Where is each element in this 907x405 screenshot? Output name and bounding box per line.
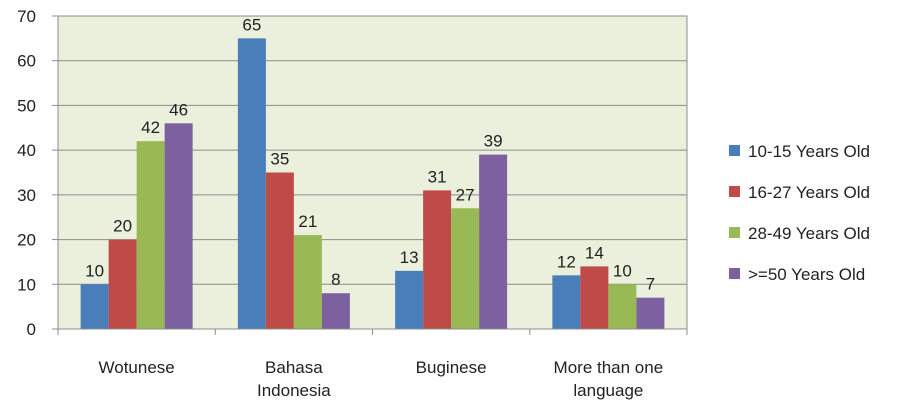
y-tick-label: 20 — [17, 231, 36, 250]
legend-swatch — [729, 227, 740, 238]
data-label: 12 — [557, 252, 576, 271]
legend-label: >=50 Years Old — [748, 265, 865, 284]
data-label: 10 — [85, 261, 104, 280]
data-label: 31 — [428, 167, 447, 186]
data-label: 7 — [646, 275, 655, 294]
x-axis: Wotunese Bahasa Indonesia Buginese More than… — [57, 328, 688, 400]
bar — [237, 38, 266, 329]
data-label: 65 — [242, 15, 261, 34]
bar — [423, 190, 452, 329]
bar — [293, 235, 322, 329]
bar — [136, 141, 165, 329]
legend: 10-15 Years Old 16-27 Years Old 28-49 Year… — [729, 142, 870, 284]
bar — [608, 284, 637, 329]
legend-label: 28-49 Years Old — [748, 224, 870, 243]
y-tick-label: 60 — [17, 52, 36, 71]
bar — [451, 208, 480, 329]
y-tick-label: 50 — [17, 96, 36, 115]
bar — [552, 275, 581, 329]
x-category-label: Bahasa — [265, 358, 323, 377]
y-axis: 0 10 20 30 40 50 60 70 — [17, 7, 59, 339]
x-category-label: Wotunese — [99, 358, 175, 377]
data-label: 13 — [400, 248, 419, 267]
data-label: 42 — [141, 118, 160, 137]
legend-swatch — [729, 145, 740, 156]
data-label: 14 — [585, 243, 604, 262]
bar — [265, 172, 294, 329]
data-label: 10 — [613, 261, 632, 280]
legend-label: 10-15 Years Old — [748, 142, 870, 161]
bar — [479, 154, 508, 329]
bar — [108, 239, 137, 329]
x-category-label: More than one — [554, 358, 664, 377]
data-label: 35 — [270, 150, 289, 169]
data-label: 46 — [169, 100, 188, 119]
bars — [80, 38, 665, 329]
y-tick-label: 30 — [17, 186, 36, 205]
x-category-label: Indonesia — [257, 381, 331, 400]
data-label: 20 — [113, 217, 132, 236]
y-tick-label: 40 — [17, 141, 36, 160]
bar — [636, 297, 665, 329]
data-labels: 10 20 42 46 65 35 21 8 13 31 27 39 12 14 10 7 — [85, 15, 655, 293]
bar — [80, 284, 109, 329]
data-label: 39 — [484, 132, 503, 151]
bar — [580, 266, 609, 329]
data-label: 8 — [331, 270, 340, 289]
legend-swatch — [729, 186, 740, 197]
bar — [321, 293, 350, 329]
legend-swatch — [729, 268, 740, 279]
y-tick-label: 70 — [17, 7, 36, 26]
x-category-label: Buginese — [416, 358, 487, 377]
bar — [395, 270, 424, 329]
data-label: 27 — [456, 185, 475, 204]
legend-label: 16-27 Years Old — [748, 183, 870, 202]
y-tick-label: 0 — [27, 320, 36, 339]
data-label: 21 — [298, 212, 317, 231]
bar — [164, 123, 193, 329]
x-category-label: language — [573, 381, 643, 400]
y-tick-label: 10 — [17, 275, 36, 294]
